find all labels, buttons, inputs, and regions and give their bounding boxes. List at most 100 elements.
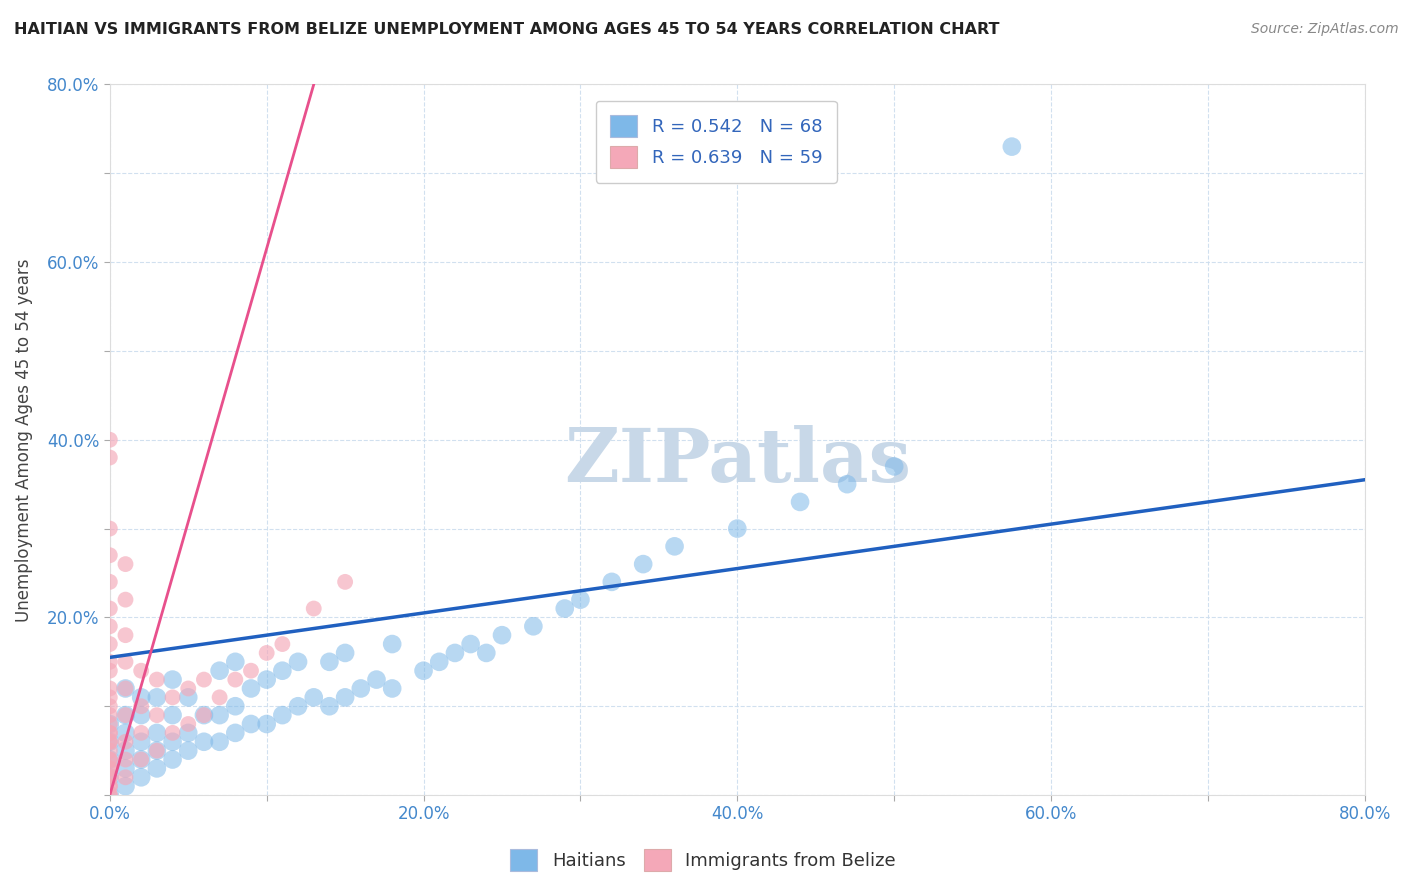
Point	[569, 592, 592, 607]
Point	[664, 539, 686, 553]
Point	[350, 681, 373, 696]
Point	[318, 699, 340, 714]
Point	[146, 690, 169, 705]
Point	[554, 601, 576, 615]
Point	[475, 646, 498, 660]
Point	[177, 681, 200, 696]
Point	[98, 601, 121, 615]
Point	[98, 548, 121, 562]
Point	[98, 450, 121, 465]
Point	[177, 744, 200, 758]
Point	[98, 574, 121, 589]
Point	[129, 770, 152, 784]
Point	[98, 770, 121, 784]
Point	[114, 744, 136, 758]
Point	[98, 726, 121, 740]
Point	[460, 637, 482, 651]
Point	[256, 646, 278, 660]
Point	[208, 664, 231, 678]
Point	[98, 770, 121, 784]
Point	[98, 744, 121, 758]
Point	[129, 735, 152, 749]
Point	[789, 495, 811, 509]
Point	[129, 664, 152, 678]
Point	[98, 708, 121, 723]
Point	[883, 459, 905, 474]
Point	[224, 726, 246, 740]
Point	[366, 673, 388, 687]
Legend: R = 0.542   N = 68, R = 0.639   N = 59: R = 0.542 N = 68, R = 0.639 N = 59	[596, 101, 837, 183]
Point	[256, 717, 278, 731]
Point	[98, 699, 121, 714]
Point	[146, 708, 169, 723]
Point	[224, 673, 246, 687]
Y-axis label: Unemployment Among Ages 45 to 54 years: Unemployment Among Ages 45 to 54 years	[15, 258, 32, 622]
Point	[162, 708, 184, 723]
Point	[98, 761, 121, 775]
Legend: Haitians, Immigrants from Belize: Haitians, Immigrants from Belize	[503, 842, 903, 879]
Point	[146, 744, 169, 758]
Point	[98, 788, 121, 802]
Point	[114, 628, 136, 642]
Point	[114, 681, 136, 696]
Point	[302, 601, 325, 615]
Point	[287, 655, 309, 669]
Point	[98, 752, 121, 766]
Point	[193, 708, 215, 723]
Point	[193, 673, 215, 687]
Point	[271, 708, 294, 723]
Point	[98, 655, 121, 669]
Point	[114, 726, 136, 740]
Point	[271, 637, 294, 651]
Point	[114, 735, 136, 749]
Point	[114, 779, 136, 793]
Text: HAITIAN VS IMMIGRANTS FROM BELIZE UNEMPLOYMENT AMONG AGES 45 TO 54 YEARS CORRELA: HAITIAN VS IMMIGRANTS FROM BELIZE UNEMPL…	[14, 22, 1000, 37]
Point	[98, 752, 121, 766]
Point	[302, 690, 325, 705]
Point	[177, 717, 200, 731]
Point	[129, 690, 152, 705]
Point	[256, 673, 278, 687]
Point	[98, 788, 121, 802]
Point	[129, 708, 152, 723]
Point	[98, 752, 121, 766]
Point	[146, 673, 169, 687]
Point	[98, 664, 121, 678]
Point	[98, 779, 121, 793]
Point	[98, 717, 121, 731]
Point	[177, 690, 200, 705]
Point	[162, 690, 184, 705]
Point	[98, 726, 121, 740]
Point	[114, 752, 136, 766]
Point	[98, 761, 121, 775]
Point	[98, 735, 121, 749]
Point	[114, 708, 136, 723]
Point	[114, 592, 136, 607]
Point	[162, 673, 184, 687]
Point	[381, 637, 404, 651]
Point	[837, 477, 859, 491]
Point	[208, 690, 231, 705]
Point	[146, 744, 169, 758]
Point	[333, 646, 356, 660]
Point	[114, 770, 136, 784]
Point	[427, 655, 450, 669]
Point	[240, 681, 263, 696]
Point	[224, 655, 246, 669]
Point	[146, 726, 169, 740]
Point	[162, 752, 184, 766]
Point	[208, 735, 231, 749]
Point	[491, 628, 513, 642]
Point	[725, 522, 748, 536]
Point	[240, 664, 263, 678]
Point	[177, 726, 200, 740]
Point	[333, 690, 356, 705]
Point	[271, 664, 294, 678]
Point	[98, 735, 121, 749]
Point	[193, 735, 215, 749]
Point	[129, 699, 152, 714]
Point	[318, 655, 340, 669]
Point	[114, 761, 136, 775]
Point	[631, 557, 654, 571]
Text: ZIPatlas: ZIPatlas	[564, 425, 911, 498]
